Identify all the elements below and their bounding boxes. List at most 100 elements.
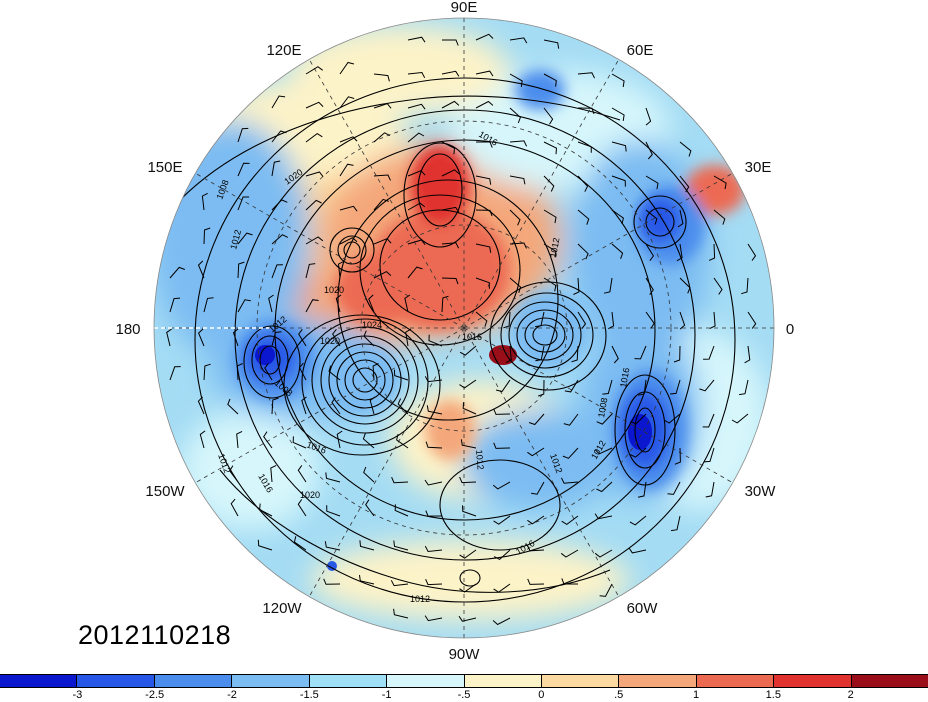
colorbar-tick-label: -3: [72, 689, 83, 701]
wind-barb: [699, 379, 715, 392]
wind-barb: [237, 299, 251, 313]
wind-barb: [543, 175, 555, 192]
wind-barb: [305, 101, 324, 109]
wind-barb: [594, 549, 613, 558]
wind-barb: [577, 311, 587, 329]
wind-barb: [577, 72, 596, 79]
wind-barb: [679, 141, 692, 157]
wind-barb: [611, 141, 627, 152]
wind-barb: [535, 311, 545, 328]
wind-barb: [339, 61, 355, 75]
wind-barb: [493, 515, 511, 525]
wind-barb: [424, 615, 443, 622]
colorbar-tick-label: 1.5: [765, 689, 781, 701]
wind-barb: [230, 498, 239, 517]
wind-barb: [407, 71, 426, 79]
wind-barb: [365, 499, 375, 517]
colorbar-swatch: [153, 675, 232, 687]
wind-barb: [705, 481, 715, 498]
wind-barb: [271, 95, 286, 109]
wind-barb: [298, 329, 307, 347]
colorbar-tick-label: 1: [692, 689, 700, 701]
wind-barb: [441, 295, 449, 313]
wind-barb: [731, 413, 749, 424]
wind-barb: [677, 209, 684, 228]
wind-barb: [741, 277, 749, 295]
wind-barb: [577, 175, 589, 192]
wind-barb: [645, 107, 652, 126]
wind-barb: [673, 345, 681, 363]
wind-barb: [339, 163, 354, 177]
wind-barb: [538, 379, 545, 397]
wind-barb: [166, 328, 172, 347]
wind-barb: [442, 39, 459, 46]
wind-barb: [372, 363, 379, 381]
wind-barb: [493, 583, 511, 593]
wind-barb: [393, 369, 409, 381]
wind-barb: [203, 363, 211, 381]
wind-barb: [630, 413, 647, 425]
wind-barb: [169, 266, 185, 279]
wind-barb: [305, 199, 322, 211]
wind-barb: [229, 465, 239, 483]
wind-barb: [271, 199, 288, 211]
colorbar-swatch: [540, 675, 619, 687]
wind-barb: [638, 379, 647, 396]
wind-barb: [305, 263, 316, 279]
lon-label-120e: 120E: [266, 42, 301, 59]
wind-barb: [459, 583, 477, 593]
colorbar-swatch: [308, 675, 387, 687]
wind-barb: [363, 330, 375, 347]
wind-barb: [232, 328, 239, 347]
wind-barb: [424, 545, 443, 553]
wind-barb: [237, 261, 245, 279]
wind-barb: [428, 334, 443, 347]
wind-barb: [527, 515, 545, 525]
wind-barb: [373, 103, 392, 109]
wind-barb: [404, 294, 411, 313]
wind-barb: [577, 243, 589, 260]
wind-barb: [373, 132, 391, 143]
wind-barb: [328, 365, 341, 381]
colorbar-tick-label: -1: [381, 689, 392, 701]
wind-barb: [297, 499, 307, 517]
contour-label: 1016: [462, 332, 482, 342]
contour-label: 1024: [362, 320, 382, 330]
wind-barb: [475, 175, 492, 185]
wind-barb: [268, 294, 274, 313]
wind-barb: [271, 397, 279, 415]
wind-barb: [441, 277, 459, 285]
globe-outline: [153, 17, 775, 639]
colorbar-tick-label: .5: [614, 689, 624, 701]
wind-barb: [634, 345, 647, 360]
wind-barb: [462, 402, 477, 415]
wind-barb: [543, 243, 557, 258]
wind-barb: [292, 436, 307, 449]
wind-barb: [599, 583, 613, 597]
wind-barb: [493, 408, 511, 415]
wind-barb: [577, 209, 590, 225]
wind-barb: [564, 379, 579, 393]
wind-barb: [503, 311, 511, 329]
wind-barb: [257, 539, 273, 551]
wind-barb: [373, 73, 390, 82]
wind-barb: [703, 345, 715, 360]
contour-label: 1020: [300, 490, 320, 500]
wind-barb: [373, 198, 389, 211]
wind-barb: [305, 299, 319, 313]
wind-barb: [339, 237, 358, 245]
wind-barb: [679, 277, 691, 294]
wind-barb: [293, 536, 307, 551]
colorbar-tick-label: -2: [227, 689, 237, 701]
colorbar-swatch: [463, 675, 541, 687]
wind-barb: [271, 264, 283, 279]
wind-barb: [237, 232, 253, 245]
wind-barb: [394, 504, 409, 517]
wind-barb: [475, 100, 494, 109]
wind-barb: [199, 430, 206, 449]
wind-barb: [645, 277, 654, 295]
wind-barb: [509, 209, 521, 226]
wind-barbs: [166, 33, 757, 626]
wind-barb: [441, 70, 460, 77]
